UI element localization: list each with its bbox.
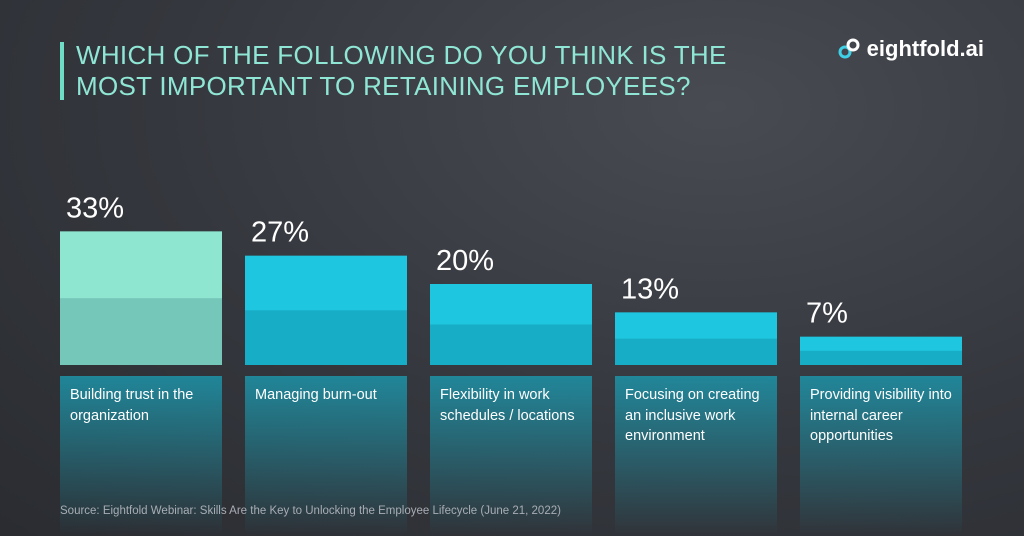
category-label: Managing burn-out xyxy=(255,387,377,403)
value-label: 13% xyxy=(621,273,679,305)
bar xyxy=(245,255,407,365)
label-box xyxy=(245,376,407,536)
bar xyxy=(615,312,777,365)
bar-shade xyxy=(245,310,407,365)
bar xyxy=(430,284,592,365)
chart-title: WHICH OF THE FOLLOWING DO YOU THINK IS T… xyxy=(76,40,727,101)
logo-text: eightfold.ai xyxy=(866,36,984,61)
category-label: Providing visibility into internal caree… xyxy=(810,387,952,444)
bar xyxy=(800,336,962,365)
value-label: 7% xyxy=(806,298,848,330)
title-accent xyxy=(60,42,64,100)
value-label: 27% xyxy=(251,217,309,249)
label-box xyxy=(615,376,777,536)
bar-shade xyxy=(615,338,777,365)
value-label: 20% xyxy=(436,245,494,277)
source-note: Source: Eightfold Webinar: Skills Are th… xyxy=(60,505,561,517)
category-label: Flexibility in work schedules / location… xyxy=(440,387,575,424)
category-label: Focusing on creating an inclusive work e… xyxy=(625,387,760,444)
label-box xyxy=(800,376,962,536)
category-label: Building trust in the organization xyxy=(70,387,194,424)
bar-shade xyxy=(60,298,222,365)
bar-shade xyxy=(800,350,962,365)
logo-icon xyxy=(838,38,860,59)
value-label: 33% xyxy=(66,192,124,224)
bar xyxy=(60,231,222,365)
bar-shade xyxy=(430,324,592,365)
logo: eightfold.ai xyxy=(837,36,984,62)
label-box xyxy=(430,376,592,536)
label-box xyxy=(60,376,222,536)
